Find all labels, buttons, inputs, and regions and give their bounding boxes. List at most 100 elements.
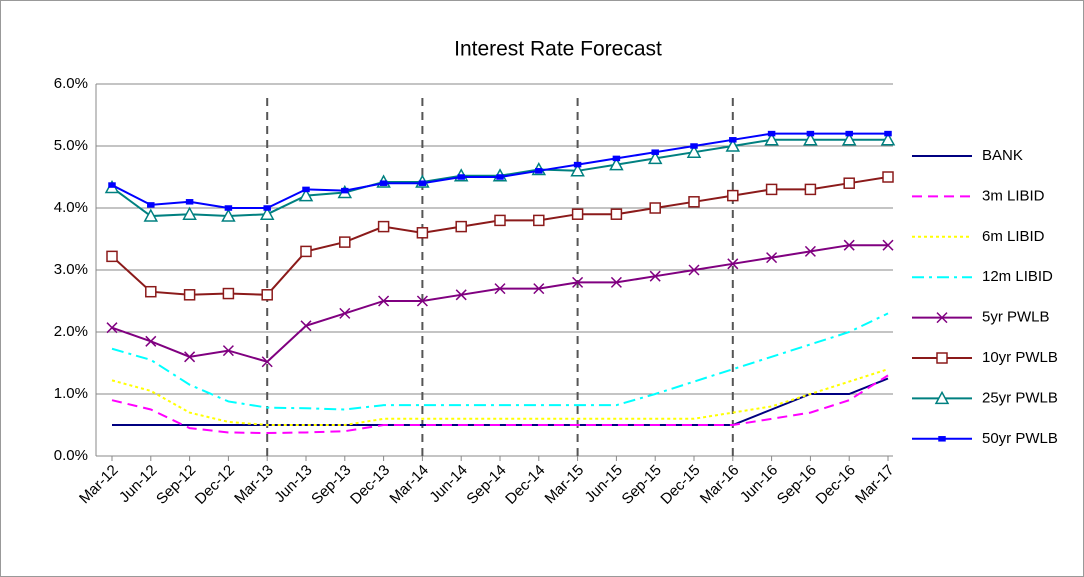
marker xyxy=(261,289,273,301)
marker xyxy=(936,312,948,324)
marker xyxy=(649,202,661,214)
marker xyxy=(182,206,197,220)
marker xyxy=(183,289,196,301)
legend-label: 3m LIBID xyxy=(982,187,1045,204)
series-line xyxy=(111,312,889,411)
marker xyxy=(145,335,157,347)
marker xyxy=(843,239,855,251)
marker xyxy=(806,130,815,137)
series-line xyxy=(112,377,889,426)
marker xyxy=(651,149,659,155)
marker xyxy=(298,188,314,202)
series xyxy=(111,374,889,435)
marker xyxy=(496,174,504,180)
marker xyxy=(882,239,894,251)
series xyxy=(111,368,889,426)
marker xyxy=(535,168,543,174)
marker xyxy=(690,143,698,149)
marker xyxy=(145,285,157,298)
marker xyxy=(573,161,582,168)
marker xyxy=(302,186,310,193)
marker xyxy=(224,205,233,211)
legend-label: 25yr PWLB xyxy=(982,389,1058,406)
marker xyxy=(300,245,312,258)
marker xyxy=(533,283,545,295)
marker xyxy=(494,214,506,227)
marker xyxy=(725,138,741,152)
marker xyxy=(533,214,545,227)
marker xyxy=(688,264,700,276)
marker xyxy=(108,182,116,188)
marker xyxy=(418,180,427,186)
series xyxy=(111,312,889,411)
marker xyxy=(457,174,465,180)
marker xyxy=(804,183,817,196)
marker xyxy=(259,206,275,220)
series xyxy=(112,377,889,426)
legend-label: 50yr PWLB xyxy=(982,430,1058,447)
marker xyxy=(841,132,857,146)
series-line xyxy=(111,374,889,435)
y-tick-label: 2.0% xyxy=(54,323,88,340)
chart-title: Interest Rate Forecast xyxy=(454,38,662,61)
marker xyxy=(300,320,312,332)
marker xyxy=(341,187,349,194)
marker xyxy=(934,390,950,405)
marker xyxy=(610,276,622,288)
marker xyxy=(143,208,159,222)
marker xyxy=(222,345,234,357)
marker xyxy=(339,307,351,319)
marker xyxy=(882,171,894,183)
y-tick-label: 5.0% xyxy=(54,137,88,154)
marker xyxy=(729,137,737,143)
marker xyxy=(845,130,853,137)
marker xyxy=(416,227,429,239)
marker xyxy=(261,356,273,368)
marker xyxy=(727,189,739,202)
marker xyxy=(455,289,467,301)
marker xyxy=(570,163,585,177)
marker xyxy=(147,202,155,208)
marker xyxy=(494,283,506,295)
marker xyxy=(377,220,390,233)
marker xyxy=(727,258,739,270)
series-line xyxy=(111,368,889,426)
legend-label: 10yr PWLB xyxy=(982,349,1058,366)
marker xyxy=(184,351,196,363)
marker xyxy=(766,252,778,264)
marker xyxy=(106,250,118,263)
marker xyxy=(571,208,584,220)
marker xyxy=(416,295,428,307)
marker xyxy=(804,245,816,257)
marker xyxy=(767,130,776,137)
marker xyxy=(764,132,779,146)
series xyxy=(106,239,894,368)
marker xyxy=(688,196,700,208)
y-tick-label: 1.0% xyxy=(54,385,88,402)
marker xyxy=(612,155,621,162)
legend-label: 5yr PWLB xyxy=(982,309,1050,326)
marker xyxy=(803,132,818,146)
marker xyxy=(843,177,855,189)
legend-label: 12m LIBID xyxy=(982,268,1053,285)
marker xyxy=(938,436,946,442)
marker xyxy=(647,150,663,165)
marker xyxy=(379,180,388,186)
y-tick-label: 4.0% xyxy=(54,199,88,216)
marker xyxy=(610,208,623,220)
marker xyxy=(378,295,390,307)
y-tick-label: 3.0% xyxy=(54,261,88,278)
marker xyxy=(263,205,271,211)
marker xyxy=(455,220,467,233)
marker xyxy=(339,236,351,248)
marker xyxy=(106,322,118,334)
marker xyxy=(880,132,896,146)
series xyxy=(108,130,892,211)
marker xyxy=(185,199,194,205)
marker xyxy=(572,276,584,288)
y-tick-label: 0.0% xyxy=(54,447,88,464)
marker xyxy=(765,183,778,196)
marker xyxy=(609,157,624,171)
